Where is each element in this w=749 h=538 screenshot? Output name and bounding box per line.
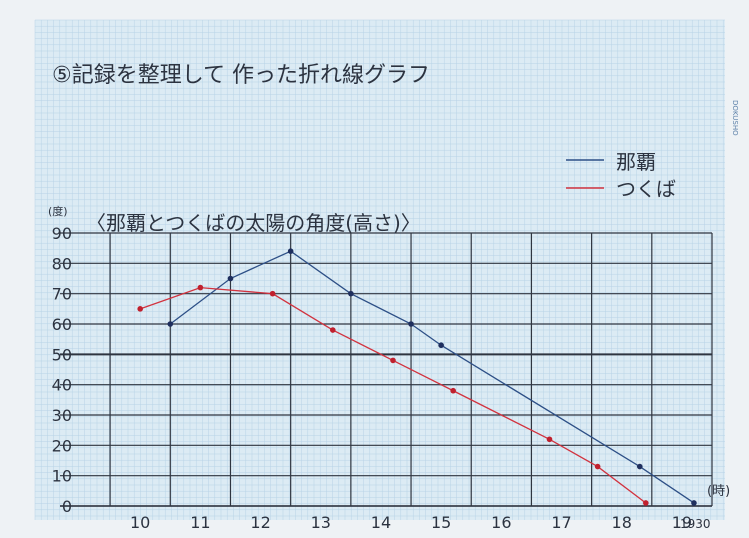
x-extra-label: 1930: [680, 517, 711, 531]
y-tick-label: 30: [52, 406, 72, 425]
data-point-tsukuba: [546, 436, 553, 443]
x-tick-label: 17: [551, 513, 571, 532]
chart-title: 〈那覇とつくばの太陽の角度(高さ)〉: [86, 211, 421, 235]
legend: 那覇 つくば: [566, 150, 676, 201]
x-tick-label: 16: [491, 513, 511, 532]
x-tick-label: 14: [371, 513, 391, 532]
series-line-naha: [169, 250, 695, 504]
y-tick-label: 40: [52, 376, 72, 395]
data-point-naha: [408, 321, 414, 327]
x-tick-label: 15: [431, 513, 451, 532]
x-tick-label: 11: [190, 513, 210, 532]
legend-label-tsukuba: つくば: [616, 177, 676, 201]
y-tick-labels: 0 10 20 30 40 50 60 70 80 90: [52, 224, 72, 516]
data-point-naha: [636, 463, 643, 470]
x-tick-label: 12: [250, 513, 270, 532]
x-tick-labels: 10 11 12 13 14 15 16 17 18 19: [130, 513, 692, 532]
x-tick-label: 18: [612, 513, 632, 532]
y-tick-label: 0: [62, 497, 72, 516]
data-point-naha: [287, 248, 294, 254]
margin-note: DOKUSHO: [731, 100, 739, 136]
data-point-naha: [438, 342, 444, 349]
data-point-tsukuba: [269, 290, 276, 297]
data-point-tsukuba: [450, 387, 456, 394]
graph-paper: [35, 20, 725, 520]
data-point-naha: [691, 500, 697, 506]
series-layer: [137, 248, 697, 506]
data-point-naha: [167, 321, 174, 327]
data-point-tsukuba: [330, 327, 336, 333]
y-tick-label: 50: [52, 345, 72, 364]
y-axis-label: (度): [48, 204, 68, 218]
data-point-naha: [227, 275, 234, 282]
data-point-tsukuba: [594, 463, 601, 470]
legend-label-naha: 那覇: [616, 150, 656, 174]
data-point-tsukuba: [390, 357, 396, 364]
x-tick-label: 10: [130, 513, 150, 532]
x-tick-label: 19: [672, 513, 692, 532]
x-axis-label: (時): [707, 484, 730, 499]
y-tick-label: 60: [52, 315, 72, 334]
paper-grid: [34, 19, 725, 520]
y-tick-label: 70: [52, 285, 72, 304]
x-tick-label: 13: [311, 513, 331, 532]
data-point-tsukuba: [642, 500, 649, 506]
y-tick-label: 10: [52, 467, 72, 486]
y-tick-label: 80: [52, 254, 72, 273]
data-point-naha: [348, 290, 354, 297]
page-heading: ⑤記録を整理して 作った折れ線グラフ: [52, 63, 430, 88]
data-point-tsukuba: [197, 284, 204, 291]
data-point-tsukuba: [137, 306, 143, 312]
y-tick-label: 90: [52, 224, 72, 243]
y-tick-label: 20: [52, 436, 72, 455]
